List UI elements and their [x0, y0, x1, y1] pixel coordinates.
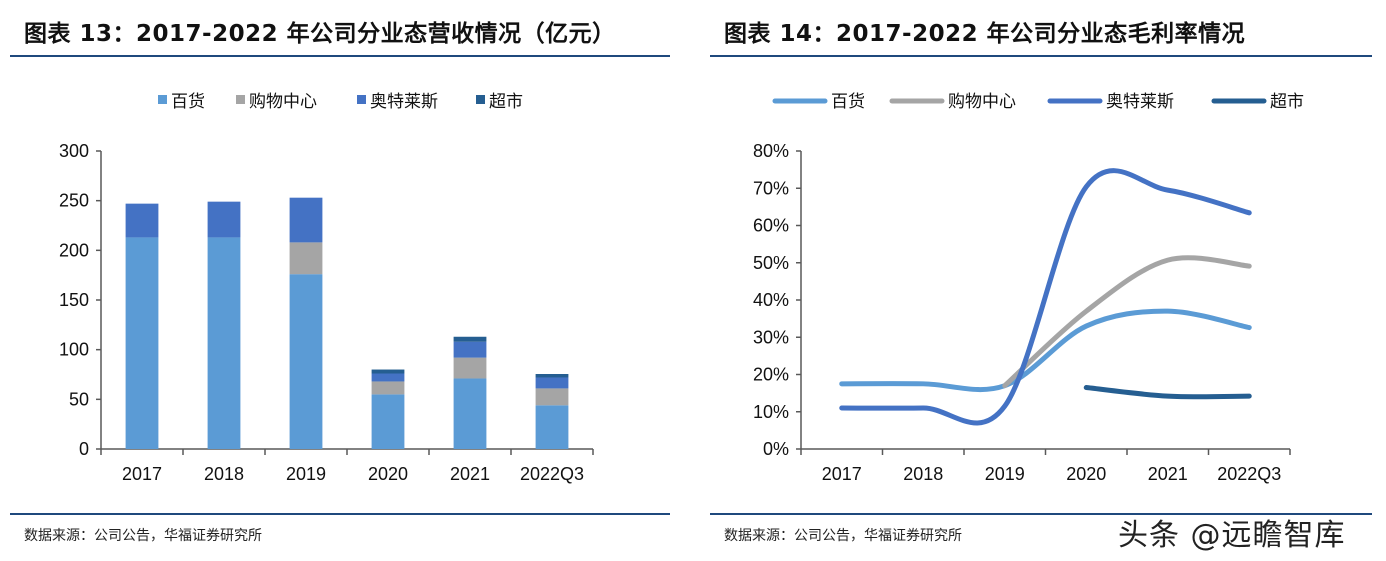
bar-2020-series-0: [371, 394, 405, 449]
x-tick-label: 2021: [450, 464, 490, 484]
bar-2021-series-1: [453, 357, 487, 379]
y-tick-label: 300: [59, 141, 89, 161]
bar-2019-series-0: [289, 274, 323, 449]
legend-label: 购物中心: [948, 92, 1016, 112]
y-tick-label: 60%: [753, 216, 789, 236]
x-tick-label: 2022Q3: [520, 464, 584, 484]
right-chart-title: 图表 14：2017-2022 年公司分业态毛利率情况: [724, 21, 1246, 47]
legend-label: 百货: [831, 92, 865, 112]
bar-2020-series-2: [371, 373, 405, 382]
right-source: 数据来源：公司公告，华福证券研究所: [724, 528, 962, 544]
x-tick-label: 2018: [204, 464, 244, 484]
legend-label: 超市: [489, 92, 523, 112]
x-tick-label: 2019: [286, 464, 326, 484]
legend-swatch: [357, 95, 366, 104]
left-source: 数据来源：公司公告，华福证券研究所: [24, 528, 262, 544]
bar-2018-series-2: [207, 201, 241, 238]
right-footer-rule: [710, 513, 1372, 515]
bar-2019-series-2: [289, 197, 323, 243]
x-tick-label: 2019: [985, 464, 1025, 484]
bar-2020-series-1: [371, 381, 405, 395]
y-tick-label: 0%: [763, 439, 789, 459]
x-tick-label: 2020: [1066, 464, 1106, 484]
x-tick-label: 2017: [822, 464, 862, 484]
legend-label: 奥特莱斯: [1106, 92, 1174, 112]
bar-2019-series-1: [289, 242, 323, 275]
right-title-rule: [710, 55, 1372, 57]
x-tick-label: 2022Q3: [1217, 464, 1281, 484]
line-series-3: [1083, 385, 1252, 400]
watermark: 头条 @远瞻智库: [1118, 518, 1346, 553]
line-series-1: [1002, 255, 1252, 389]
x-tick-label: 2021: [1148, 464, 1188, 484]
legend-label: 购物中心: [249, 92, 317, 112]
legend-label: 超市: [1270, 92, 1304, 112]
bar-2022Q3-series-3: [535, 374, 569, 378]
y-tick-label: 30%: [753, 327, 789, 347]
bar-2017-series-2: [125, 203, 159, 238]
left-title-rule: [10, 55, 670, 57]
bar-2017-series-0: [125, 237, 159, 449]
legend-label: 奥特莱斯: [370, 92, 438, 112]
y-tick-label: 150: [59, 290, 89, 310]
y-tick-label: 80%: [753, 141, 789, 161]
bar-2021-series-3: [453, 336, 487, 342]
legend-swatch: [158, 95, 167, 104]
y-tick-label: 100: [59, 340, 89, 360]
x-tick-label: 2018: [903, 464, 943, 484]
y-tick-label: 200: [59, 240, 89, 260]
y-tick-label: 20%: [753, 365, 789, 385]
left-footer-rule: [10, 513, 670, 515]
bar-2022Q3-series-2: [535, 377, 569, 389]
legend-swatch: [236, 95, 245, 104]
line-series-0: [839, 308, 1252, 393]
y-tick-label: 10%: [753, 402, 789, 422]
y-tick-label: 50%: [753, 253, 789, 273]
x-tick-label: 2017: [122, 464, 162, 484]
legend-label: 百货: [171, 92, 205, 112]
y-tick-label: 0: [79, 439, 89, 459]
line-series-2: [839, 168, 1252, 426]
bar-2018-series-0: [207, 237, 241, 449]
x-tick-label: 2020: [368, 464, 408, 484]
bar-2021-series-2: [453, 341, 487, 358]
y-tick-label: 50: [69, 389, 89, 409]
y-tick-label: 250: [59, 191, 89, 211]
y-tick-label: 40%: [753, 290, 789, 310]
left-chart-title: 图表 13：2017-2022 年公司分业态营收情况（亿元）: [24, 21, 616, 47]
bar-2021-series-0: [453, 378, 487, 449]
legend-swatch: [476, 95, 485, 104]
y-tick-label: 70%: [753, 178, 789, 198]
bar-2022Q3-series-1: [535, 388, 569, 406]
bar-2020-series-3: [371, 369, 405, 374]
bar-2022Q3-series-0: [535, 405, 569, 449]
